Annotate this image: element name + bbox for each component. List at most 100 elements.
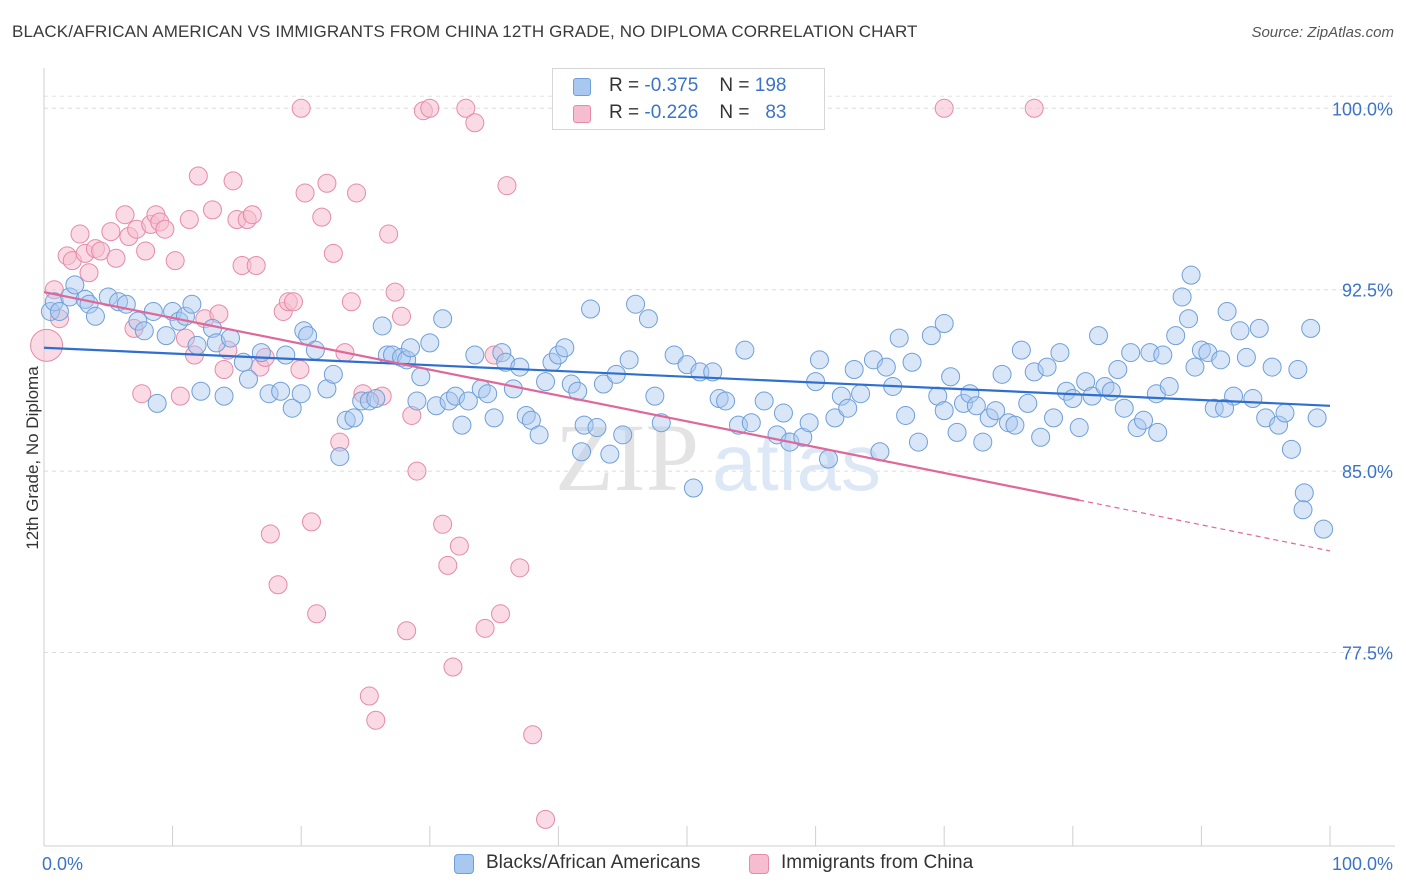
- data-point-china: [385, 282, 405, 302]
- data-point-blacks: [754, 391, 774, 411]
- data-point-blacks: [1179, 309, 1199, 329]
- data-point-china: [330, 432, 350, 452]
- data-point-blacks: [128, 311, 148, 331]
- data-point-china: [301, 512, 321, 532]
- data-point-blacks: [741, 413, 761, 433]
- data-point-china: [260, 524, 280, 544]
- legend-n-label: N =: [719, 102, 750, 123]
- data-point-blacks: [773, 403, 793, 423]
- data-point-blacks: [1307, 408, 1327, 428]
- bottom-legend-label: Immigrants from China: [781, 852, 974, 873]
- data-point-blacks: [65, 275, 85, 295]
- data-point-blacks: [344, 408, 364, 428]
- data-point-blacks: [1243, 389, 1263, 409]
- data-point-blacks: [1281, 439, 1301, 459]
- correlation-legend: R = -0.375 N = 198 R = -0.226 N = 83: [552, 68, 825, 130]
- data-point-blacks: [1236, 347, 1256, 367]
- data-point-blacks: [1101, 381, 1121, 401]
- data-point-china: [341, 292, 361, 312]
- data-point-blacks: [143, 301, 163, 321]
- tick-labels: 100.0% 92.5% 85.0% 77.5% 0.0% 100.0%: [42, 99, 1393, 874]
- data-point-blacks: [372, 316, 392, 336]
- data-point-china: [353, 384, 373, 404]
- data-point-blacks: [587, 418, 607, 438]
- data-point-blacks: [1127, 418, 1147, 438]
- data-point-blacks: [407, 391, 427, 411]
- data-point-blacks: [1288, 360, 1308, 380]
- data-point-china: [290, 360, 310, 380]
- data-point-blacks: [44, 292, 64, 312]
- data-point-blacks: [426, 396, 446, 416]
- data-point-blacks: [1108, 360, 1128, 380]
- data-point-china: [465, 113, 485, 133]
- y-tick-label: 77.5%: [1342, 644, 1393, 664]
- y-tick-label: 100.0%: [1332, 99, 1393, 119]
- data-point-blacks: [510, 357, 530, 377]
- data-point-blacks: [323, 364, 343, 384]
- data-point-blacks: [1172, 287, 1192, 307]
- data-point-china: [397, 621, 417, 641]
- data-point-china: [132, 384, 152, 404]
- data-point-blacks: [1230, 321, 1250, 341]
- legend-r-value: -0.226: [644, 102, 699, 123]
- y-tick-label: 92.5%: [1342, 281, 1393, 301]
- data-point-china: [136, 241, 156, 261]
- data-point-blacks: [492, 343, 512, 363]
- data-point-blacks: [182, 294, 202, 314]
- data-point-china: [420, 98, 440, 118]
- data-point-blacks: [1217, 301, 1237, 321]
- data-point-blacks: [651, 413, 671, 433]
- data-point-blacks: [876, 357, 896, 377]
- data-point-blacks: [1293, 500, 1313, 520]
- watermark-zip: ZIP: [555, 404, 699, 511]
- data-point-blacks: [600, 444, 620, 464]
- data-point-blacks: [793, 427, 813, 447]
- data-point-blacks: [825, 408, 845, 428]
- data-point-blacks: [452, 415, 472, 435]
- data-point-china: [438, 555, 458, 575]
- data-point-china: [317, 173, 337, 193]
- data-point-blacks: [1166, 326, 1186, 346]
- data-point-blacks: [613, 425, 633, 445]
- data-point-china: [79, 263, 99, 283]
- data-point-china: [165, 251, 185, 271]
- data-point-blacks: [561, 374, 581, 394]
- data-point-blacks: [401, 338, 421, 358]
- data-point-blacks: [1211, 350, 1231, 370]
- data-point-blacks: [366, 389, 386, 409]
- data-point-blacks: [966, 396, 986, 416]
- trend-line-china: [43, 291, 1080, 502]
- data-point-china: [484, 345, 504, 365]
- data-point-china: [283, 292, 303, 312]
- data-point-china: [1024, 98, 1044, 118]
- data-point-blacks: [1275, 403, 1295, 423]
- data-point-china: [491, 604, 511, 624]
- data-point-blacks: [986, 401, 1006, 421]
- data-point-blacks: [921, 326, 941, 346]
- data-point-china: [456, 98, 476, 118]
- data-point-blacks: [626, 294, 646, 314]
- data-point-china: [101, 222, 121, 242]
- data-point-blacks: [496, 352, 516, 372]
- data-point-china: [209, 304, 229, 324]
- legend-r-value: -0.375: [644, 75, 699, 96]
- data-point-blacks: [1089, 326, 1109, 346]
- data-point-blacks: [809, 350, 829, 370]
- data-point-blacks: [1018, 393, 1038, 413]
- data-point-blacks: [548, 345, 568, 365]
- data-point-blacks: [581, 299, 601, 319]
- data-point-blacks: [896, 405, 916, 425]
- chart-title: BLACK/AFRICAN AMERICAN VS IMMIGRANTS FRO…: [12, 22, 918, 41]
- data-point-china: [366, 710, 386, 730]
- data-point-blacks: [844, 360, 864, 380]
- data-point-blacks: [934, 401, 954, 421]
- data-point-blacks: [433, 309, 453, 329]
- data-point-blacks: [503, 379, 523, 399]
- data-point-blacks: [716, 391, 736, 411]
- data-point-blacks: [934, 314, 954, 334]
- data-point-china: [433, 514, 453, 534]
- data-point-blacks: [330, 447, 350, 467]
- legend-n-value: 83: [765, 102, 787, 123]
- chart-source: Source: ZipAtlas.com: [1251, 24, 1394, 41]
- legend-swatch-pink: [573, 105, 591, 123]
